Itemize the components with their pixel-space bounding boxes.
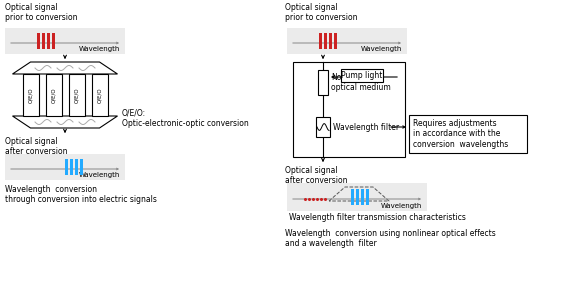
Text: Wavelength  conversion
through conversion into electric signals: Wavelength conversion through conversion… (5, 185, 157, 204)
Text: Optical signal
after conversion: Optical signal after conversion (5, 137, 68, 156)
Bar (319, 33, 322, 49)
Bar (23, 74, 38, 116)
Bar (37, 33, 40, 49)
Bar (366, 189, 369, 205)
Bar (409, 115, 527, 153)
Bar (42, 33, 45, 49)
Bar (47, 33, 50, 49)
Text: O/E/O:
Optic-electronic-optic conversion: O/E/O: Optic-electronic-optic conversion (122, 108, 248, 128)
Text: Nonlinear
optical medium: Nonlinear optical medium (331, 73, 391, 92)
Bar (80, 159, 83, 175)
Bar (69, 74, 84, 116)
Bar (318, 70, 328, 95)
Text: O/E/O: O/E/O (51, 87, 56, 103)
Bar (287, 183, 427, 211)
Bar (5, 28, 125, 54)
Bar (341, 69, 383, 82)
Text: Wavelength  conversion using nonlinear optical effects
and a wavelength  filter: Wavelength conversion using nonlinear op… (285, 229, 496, 248)
Text: O/E/O: O/E/O (97, 87, 102, 103)
Bar (5, 154, 125, 180)
Text: Wavelength: Wavelength (79, 46, 120, 52)
Bar (329, 33, 332, 49)
Bar (92, 74, 108, 116)
Bar (316, 117, 330, 137)
Text: Optical signal
after conversion: Optical signal after conversion (285, 166, 347, 185)
Bar (351, 189, 354, 205)
Bar (361, 189, 364, 205)
Bar (293, 62, 405, 157)
Bar (65, 159, 68, 175)
Bar (356, 189, 359, 205)
Bar (52, 33, 55, 49)
Text: Optical signal
prior to conversion: Optical signal prior to conversion (285, 3, 358, 22)
Text: O/E/O: O/E/O (28, 87, 33, 103)
Text: Wavelength: Wavelength (381, 203, 422, 209)
Text: Wavelength: Wavelength (79, 172, 120, 178)
Text: Wavelength: Wavelength (361, 46, 402, 52)
Polygon shape (12, 116, 118, 128)
Bar (46, 74, 61, 116)
Text: Optical signal
prior to conversion: Optical signal prior to conversion (5, 3, 78, 22)
Bar (287, 28, 407, 54)
Text: Wavelength filter: Wavelength filter (333, 123, 399, 131)
Bar (75, 159, 78, 175)
Text: Pump light: Pump light (341, 71, 383, 80)
Bar (334, 33, 337, 49)
Polygon shape (12, 62, 118, 74)
Text: O/E/O: O/E/O (74, 87, 79, 103)
Bar (324, 33, 327, 49)
Text: Requires adjustments
in accordance with the
conversion  wavelengths: Requires adjustments in accordance with … (413, 119, 508, 149)
Text: Wavelength filter transmission characteristics: Wavelength filter transmission character… (289, 213, 466, 222)
Bar (70, 159, 73, 175)
